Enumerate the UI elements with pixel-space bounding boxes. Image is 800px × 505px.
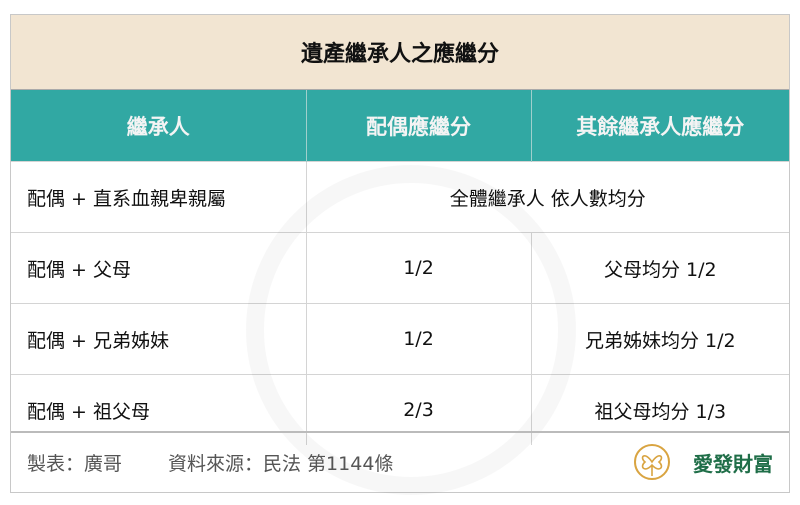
merged-share-cell: 全體繼承人 依人數均分 [305, 161, 789, 233]
heir-cell: 配偶 + 兄弟姊妹 [11, 303, 306, 375]
spouse-share-cell: 1/2 [305, 232, 531, 304]
heir-cell: 配偶 + 直系血親卑親屬 [11, 161, 306, 233]
heir-cell: 配偶 + 父母 [11, 232, 306, 304]
heir-cell: 配偶 + 祖父母 [11, 374, 306, 445]
header-others-share: 其餘繼承人應繼分 [530, 90, 789, 162]
data-source: 資料來源：民法 第1144條 [168, 453, 394, 475]
header-spouse-share: 配偶應繼分 [305, 90, 531, 162]
spouse-share-cell: 1/2 [305, 303, 531, 375]
logo-text: 愛發財富 [693, 451, 773, 476]
footer: 製表：廣哥 資料來源：民法 第1144條 愛發財富 [11, 431, 789, 492]
brand-logo: 愛發財富 [633, 443, 773, 481]
table-row: 配偶 + 兄弟姊妹 1/2 兄弟姊妹均分 1/2 [11, 303, 789, 375]
header-row: 繼承人 配偶應繼分 其餘繼承人應繼分 [11, 90, 789, 162]
table-title: 遺產繼承人之應繼分 [11, 15, 789, 90]
table-row: 配偶 + 直系血親卑親屬 全體繼承人 依人數均分 [11, 161, 789, 233]
table-row: 配偶 + 父母 1/2 父母均分 1/2 [11, 232, 789, 304]
spouse-share-cell: 2/3 [305, 374, 531, 445]
inheritance-table: 繼承人 配偶應繼分 其餘繼承人應繼分 配偶 + 直系血親卑親屬 全體繼承人 依人… [11, 90, 789, 445]
clover-logo-icon [634, 444, 670, 480]
others-share-cell: 兄弟姊妹均分 1/2 [530, 303, 789, 375]
maker-credit: 製表：廣哥 [27, 453, 123, 475]
header-heir: 繼承人 [11, 90, 306, 162]
table-row: 配偶 + 祖父母 2/3 祖父母均分 1/3 [11, 374, 789, 445]
others-share-cell: 祖父母均分 1/3 [530, 374, 789, 445]
inheritance-table-card: 遺產繼承人之應繼分 繼承人 配偶應繼分 其餘繼承人應繼分 配偶 + 直系血親卑親… [10, 14, 790, 493]
others-share-cell: 父母均分 1/2 [530, 232, 789, 304]
